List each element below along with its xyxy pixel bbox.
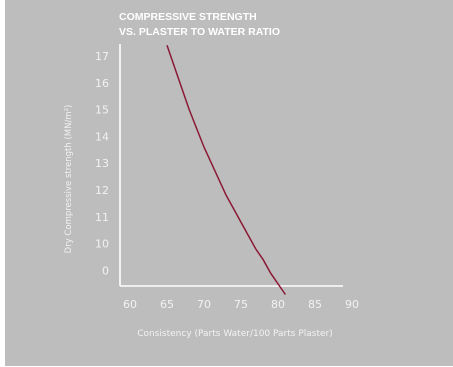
y-tick-labels: 0 10 11 12 13 14 15 16 17 [95,50,109,277]
y-tick-label: 12 [95,184,109,197]
chart-frame: COMPRESSIVE STRENGTH VS. PLASTER TO WATE… [5,0,453,366]
y-tick-label: 15 [95,104,109,117]
y-tick-label: 14 [95,130,109,143]
y-axis-label: Dry Compressive strength (MN/m²) [64,105,74,254]
y-tick-label: 17 [95,50,109,63]
x-tick-label: 80 [271,298,285,311]
y-tick-label: 13 [95,157,109,170]
x-axis-label: Consistency (Parts Water/100 Parts Plast… [137,329,333,339]
series-line [166,45,287,295]
chart-title-line-1: COMPRESSIVE STRENGTH [119,11,257,23]
y-tick-label: 10 [95,238,109,251]
y-tick-label: 11 [95,211,109,224]
y-tick-label: 16 [95,77,109,90]
x-tick-label: 75 [234,298,248,311]
y-tick-label: 0 [102,264,109,277]
chart-title-line-2: VS. PLASTER TO WATER RATIO [119,26,280,38]
chart: COMPRESSIVE STRENGTH VS. PLASTER TO WATE… [64,11,359,339]
x-tick-label: 65 [160,298,174,311]
x-tick-label: 85 [308,298,322,311]
x-tick-label: 70 [197,298,211,311]
x-tick-labels: 60 65 70 75 80 85 90 [123,298,359,311]
x-tick-label: 90 [345,298,359,311]
x-tick-label: 60 [123,298,137,311]
